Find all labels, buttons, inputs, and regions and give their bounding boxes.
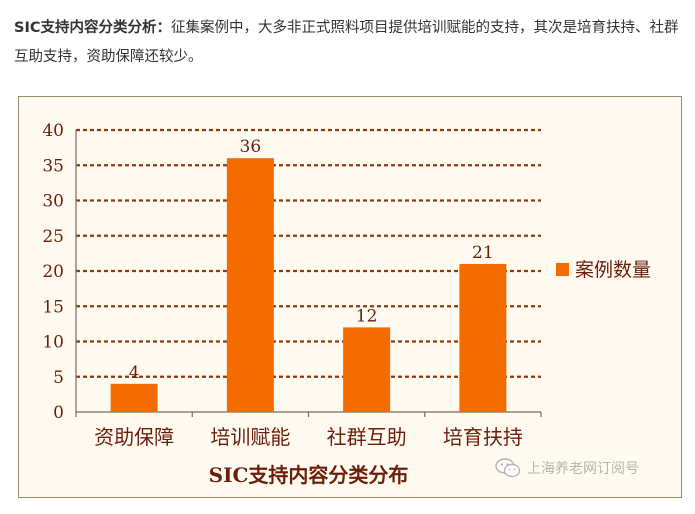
- x-axis-title: SIC支持内容分类分布: [209, 463, 409, 487]
- x-tick-label: 社群互助: [327, 425, 407, 449]
- intro-lead: SIC支持内容分类分析：: [14, 20, 171, 36]
- data-label: 21: [472, 243, 494, 263]
- y-tick-label: 0: [53, 403, 64, 423]
- chart-frame: 0 5 10 15 20 25 30 35 40 4 资助保障 36 培训赋能 12 社群互助 21 培育扶持 S…: [18, 96, 682, 498]
- legend-swatch: [556, 263, 569, 276]
- data-label: 36: [240, 137, 262, 157]
- y-tick-label: 35: [42, 156, 64, 176]
- y-tick-label: 20: [42, 262, 64, 282]
- x-tick-label: 资助保障: [94, 425, 174, 449]
- x-tick-label: 培训赋能: [210, 425, 290, 449]
- bar-社群互助: [343, 327, 391, 412]
- y-tick-label: 30: [42, 192, 64, 212]
- bar-资助保障: [110, 383, 158, 412]
- bar-培训赋能: [226, 158, 274, 412]
- data-label: 4: [129, 363, 140, 383]
- y-tick-label: 5: [53, 368, 64, 388]
- watermark: 上海养老网订阅号: [495, 458, 639, 478]
- data-label: 12: [356, 306, 378, 326]
- bar-培育扶持: [459, 263, 507, 412]
- wechat-icon: [495, 458, 521, 478]
- bar-chart: 0 5 10 15 20 25 30 35 40 4 资助保障 36 培训赋能 12 社群互助 21 培育扶持 S…: [42, 121, 651, 487]
- legend-label: 案例数量: [575, 259, 651, 281]
- y-tick-label: 15: [42, 297, 64, 317]
- y-tick-label: 40: [42, 121, 64, 141]
- y-tick-label: 10: [42, 333, 64, 353]
- intro-paragraph: SIC支持内容分类分析：征集案例中，大多非正式照料项目提供培训赋能的支持，其次是…: [14, 14, 682, 72]
- x-tick-label: 培育扶持: [443, 425, 523, 449]
- watermark-text: 上海养老网订阅号: [527, 461, 639, 477]
- intro-body: 征集案例中，大多非正式照料项目提供培训赋能的支持，其次是培育扶持、社群互助支持，…: [14, 20, 679, 65]
- y-tick-label: 25: [42, 227, 64, 247]
